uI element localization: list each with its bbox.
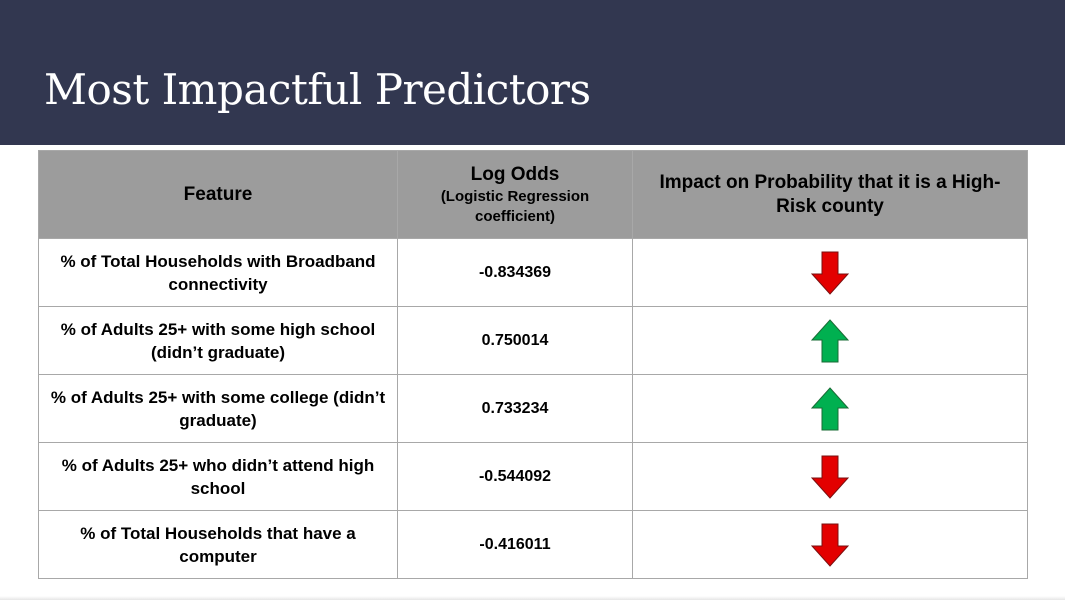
- header-log-odds-label: Log Odds: [470, 163, 560, 185]
- down-arrow-shape: [811, 455, 849, 499]
- impact-cell: [632, 510, 1028, 579]
- header-log-odds-sublabel: (Logistic Regression coefficient): [440, 187, 590, 225]
- impact-cell: [632, 442, 1028, 511]
- feature-cell: % of Total Households that have a comput…: [38, 510, 398, 579]
- slide-bottom-edge: [0, 596, 1065, 600]
- title-bar: Most Impactful Predictors: [0, 0, 1065, 145]
- feature-cell: % of Total Households with Broadband con…: [38, 238, 398, 307]
- table-header-row: Feature Log Odds (Logistic Regression co…: [38, 150, 1028, 239]
- green-up-arrow-icon: [811, 386, 849, 431]
- predictors-table: Feature Log Odds (Logistic Regression co…: [38, 150, 1028, 579]
- header-feature-label: Feature: [183, 183, 253, 205]
- header-log-odds: Log Odds (Logistic Regression coefficien…: [397, 150, 633, 239]
- log-odds-cell: -0.544092: [397, 442, 633, 511]
- header-feature: Feature: [38, 150, 398, 239]
- log-odds-cell: -0.416011: [397, 510, 633, 579]
- header-impact-label: Impact on Probability that it is a High-…: [659, 171, 1001, 217]
- down-arrow-shape: [811, 523, 849, 567]
- feature-cell: % of Adults 25+ with some high school (d…: [38, 306, 398, 375]
- impact-cell: [632, 374, 1028, 443]
- table-row: % of Total Households with Broadband con…: [38, 238, 1028, 307]
- impact-cell: [632, 238, 1028, 307]
- green-up-arrow-icon: [811, 318, 849, 363]
- slide-title: Most Impactful Predictors: [44, 65, 591, 114]
- red-down-arrow-icon: [811, 455, 849, 499]
- header-impact: Impact on Probability that it is a High-…: [632, 150, 1028, 239]
- impact-cell: [632, 306, 1028, 375]
- log-odds-cell: -0.834369: [397, 238, 633, 307]
- table-row: % of Total Households that have a comput…: [38, 510, 1028, 579]
- table-row: % of Adults 25+ with some college (didn’…: [38, 374, 1028, 443]
- red-down-arrow-icon: [811, 523, 849, 567]
- red-down-arrow-icon: [811, 251, 849, 295]
- feature-cell: % of Adults 25+ with some college (didn’…: [38, 374, 398, 443]
- table-row: % of Adults 25+ with some high school (d…: [38, 306, 1028, 375]
- feature-cell: % of Adults 25+ who didn’t attend high s…: [38, 442, 398, 511]
- up-arrow-shape: [811, 386, 849, 430]
- log-odds-cell: 0.733234: [397, 374, 633, 443]
- down-arrow-shape: [811, 251, 849, 295]
- up-arrow-shape: [811, 318, 849, 362]
- table-row: % of Adults 25+ who didn’t attend high s…: [38, 442, 1028, 511]
- log-odds-cell: 0.750014: [397, 306, 633, 375]
